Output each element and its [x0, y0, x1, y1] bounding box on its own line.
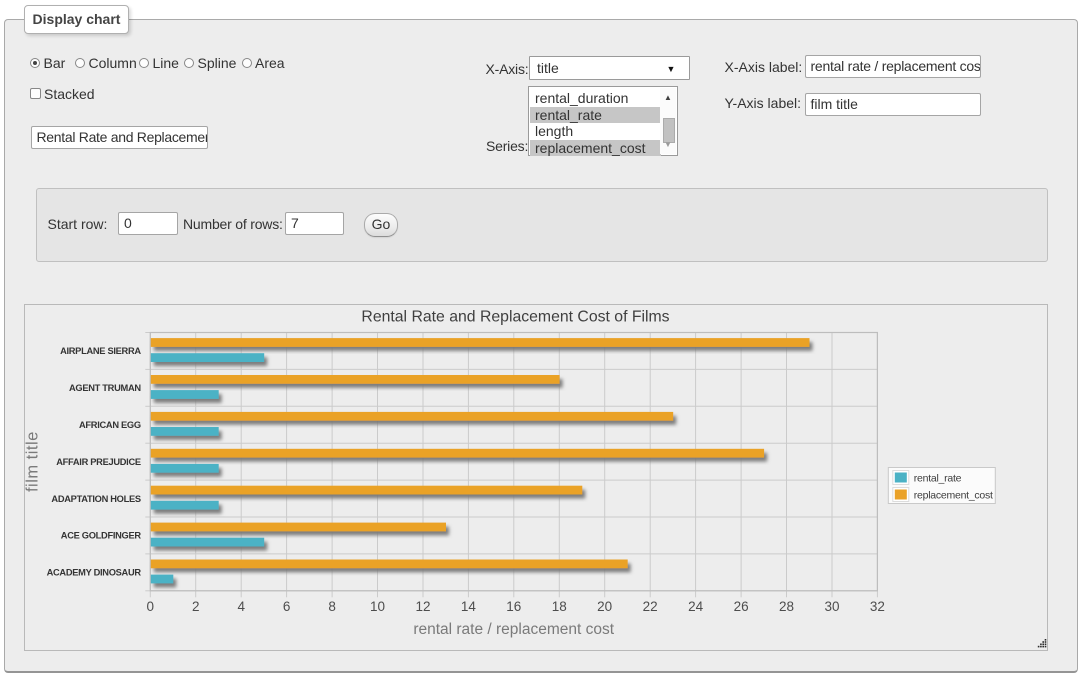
- svg-text:8: 8: [328, 599, 336, 614]
- svg-text:6: 6: [283, 599, 291, 614]
- svg-text:2: 2: [192, 599, 200, 614]
- svg-text:24: 24: [688, 599, 704, 614]
- svg-text:26: 26: [734, 599, 749, 614]
- svg-text:AFRICAN EGG: AFRICAN EGG: [79, 420, 141, 430]
- svg-text:22: 22: [643, 599, 658, 614]
- svg-text:ACE GOLDFINGER: ACE GOLDFINGER: [61, 531, 142, 541]
- svg-text:AGENT TRUMAN: AGENT TRUMAN: [69, 383, 141, 393]
- svg-text:20: 20: [597, 599, 612, 614]
- svg-text:AFFAIR PREJUDICE: AFFAIR PREJUDICE: [56, 457, 141, 467]
- svg-text:AIRPLANE SIERRA: AIRPLANE SIERRA: [60, 346, 141, 356]
- svg-text:ADAPTATION HOLES: ADAPTATION HOLES: [51, 494, 140, 504]
- svg-text:32: 32: [870, 599, 885, 614]
- svg-text:30: 30: [824, 599, 839, 614]
- svg-text:10: 10: [370, 599, 385, 614]
- svg-text:18: 18: [552, 599, 567, 614]
- svg-text:ACADEMY DINOSAUR: ACADEMY DINOSAUR: [47, 568, 142, 578]
- svg-text:14: 14: [461, 599, 477, 614]
- svg-text:rental rate / replacement cost: rental rate / replacement cost: [413, 621, 614, 638]
- svg-text:replacement_cost: replacement_cost: [914, 489, 993, 501]
- svg-text:rental_rate: rental_rate: [914, 472, 962, 484]
- svg-text:28: 28: [779, 599, 794, 614]
- svg-text:12: 12: [415, 599, 430, 614]
- svg-text:4: 4: [237, 599, 245, 614]
- svg-text:Rental Rate and Replacement Co: Rental Rate and Replacement Cost of Film…: [361, 309, 669, 326]
- svg-text:0: 0: [147, 599, 155, 614]
- svg-text:16: 16: [506, 599, 521, 614]
- svg-text:film title: film title: [25, 431, 42, 492]
